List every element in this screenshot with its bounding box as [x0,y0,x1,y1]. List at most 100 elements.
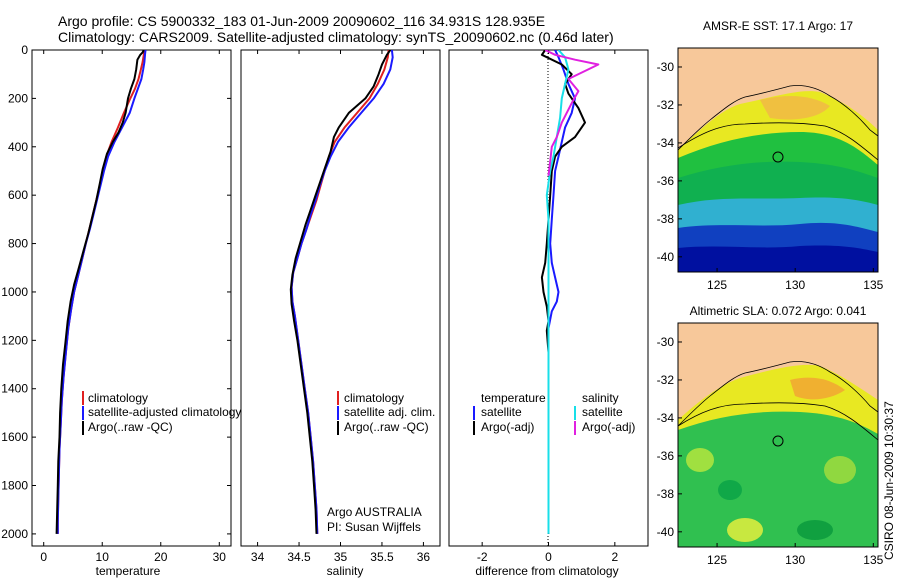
y-tick-label: -32 [657,98,675,112]
y-tick-label: 2000 [1,527,28,541]
legend-label-climatology: climatology [344,391,404,405]
x-tick-label: 30 [213,550,227,564]
sst-map-x-ticks: 125 130 135 [707,268,884,292]
y-tick-label: -36 [657,174,675,188]
difference-x-ticks: -2 0 2 [477,50,618,564]
series-line [545,50,570,534]
legend-label-temp-argo: Argo(-adj) [481,420,534,434]
argo-annotation-line-1: Argo AUSTRALIA [327,505,422,519]
sst-map-deep-blue [678,245,878,272]
sla-map-dark-patch-2 [718,480,742,500]
temperature-axes [31,49,232,547]
legend-label-argo: Argo(..raw -QC) [88,420,173,434]
y-tick-label: 1200 [1,333,28,347]
salinity-x-ticks: 34 34.5 35 35.5 36 [251,50,431,564]
difference-xlabel: difference from climatology [475,564,618,578]
legend-label-satellite: satellite-adjusted climatology [88,405,241,419]
series-line [289,50,392,534]
sst-map: AMSR-E SST: 17.1 Argo: 17 -30-32-34-36-3… [657,19,884,292]
temperature-lines [55,50,147,534]
sla-map-dark-patch-1 [797,520,833,540]
y-tick-label: -40 [657,250,675,264]
legend-title-temperature: temperature [481,391,546,405]
y-tick-label: -34 [657,136,675,150]
temperature-xlabel: temperature [96,564,161,578]
sst-map-title: AMSR-E SST: 17.1 Argo: 17 [703,19,853,33]
legend-title-salinity: salinity [582,391,619,405]
x-tick-label: 0 [40,550,47,564]
sla-map-light-patch-2 [727,518,763,542]
sla-argo-marker [772,435,784,447]
x-tick-label: 20 [154,550,168,564]
series-line [544,50,600,176]
legend-label-sal-satellite: satellite [582,405,623,419]
sla-map: Altimetric SLA: 0.072 Argo: 0.041 -30 -32… [657,304,884,567]
sla-map-light-patch-1 [686,448,714,472]
x-tick-label: 36 [417,550,431,564]
sst-map-frame [677,47,879,273]
x-tick-label: -2 [477,550,488,564]
sst-map-orange-patch [760,96,830,120]
temperature-x-ticks: 0 10 20 30 [40,50,226,564]
x-tick-label: 130 [785,278,805,292]
salinity-lines [289,50,394,534]
x-tick-label: 35.5 [370,550,394,564]
y-tick-label: -34 [657,411,675,425]
sla-map-frame [677,322,879,548]
legend-label-temp-satellite: satellite [481,405,522,419]
sla-map-title: Altimetric SLA: 0.072 Argo: 0.041 [690,304,867,318]
side-timestamp: CSIRO 08-Jun-2009 10:30:37 [882,401,896,560]
sst-map-y-ticks: -30 -32 -34 -36 -38 -40 [657,60,682,264]
temperature-y-ticks: 0 200 400 600 800 1000 1200 1400 1600 1800 2000 [1,43,231,541]
sla-map-coastline [677,361,879,427]
x-tick-label: 0 [545,550,552,564]
argo-annotation-line-2: PI: Susan Wijffels [327,520,421,534]
y-tick-label: 1800 [1,479,28,493]
difference-lines [540,50,600,534]
y-tick-label: 600 [8,188,28,202]
y-tick-label: 800 [8,237,28,251]
salinity-xlabel: salinity [327,564,364,578]
legend-label-argo: Argo(..raw -QC) [344,420,429,434]
legend-label-satellite: satellite adj. clim. [344,405,435,419]
y-tick-label: 1400 [1,382,28,396]
sla-map-y-ticks: -30 -32 -34 -36 -38 -40 [657,335,682,539]
legend-label-sal-argo: Argo(-adj) [582,420,635,434]
sla-map-contour [677,402,879,441]
legend-label-climatology: climatology [88,391,148,405]
y-tick-label: 0 [21,43,28,57]
difference-panel: -2 0 2 difference from climatology tempera… [448,49,649,578]
salinity-panel: 34 34.5 35 35.5 36 salinity climatology sate… [240,49,441,578]
x-tick-label: 125 [707,278,727,292]
y-tick-label: -30 [657,335,675,349]
sst-map-coastline [677,85,879,151]
x-tick-label: 34.5 [287,550,311,564]
sla-map-green [678,411,878,547]
x-tick-label: 34 [251,550,265,564]
sst-map-contour [677,122,879,161]
temperature-legend: climatology satellite-adjusted climatolo… [82,391,241,435]
y-tick-label: 200 [8,91,28,105]
y-tick-label: -32 [657,373,675,387]
temperature-panel: 0 200 400 600 800 1000 1200 1400 1600 1800 2000 0 1… [1,43,241,578]
series-line [547,50,576,534]
sla-map-orange [790,377,845,400]
y-tick-label: -30 [657,60,675,74]
y-tick-label: -38 [657,487,675,501]
x-tick-label: 10 [96,550,110,564]
x-tick-label: 35 [334,550,348,564]
sla-map-light-patch-3 [824,456,856,484]
difference-legend: temperature satellite Argo(-adj) salinit… [473,391,635,435]
salinity-legend: climatology satellite adj. clim. Argo(..… [337,391,435,435]
series-line [55,50,145,534]
y-tick-label: 1000 [1,285,28,299]
x-tick-label: 135 [863,553,883,567]
y-tick-label: -38 [657,212,675,226]
header-line-1: Argo profile: CS 5900332_183 01-Jun-2009… [58,13,545,29]
x-tick-label: 125 [707,553,727,567]
y-tick-label: -36 [657,449,675,463]
sst-argo-marker [772,151,784,163]
x-tick-label: 2 [611,550,618,564]
y-tick-label: -40 [657,525,675,539]
